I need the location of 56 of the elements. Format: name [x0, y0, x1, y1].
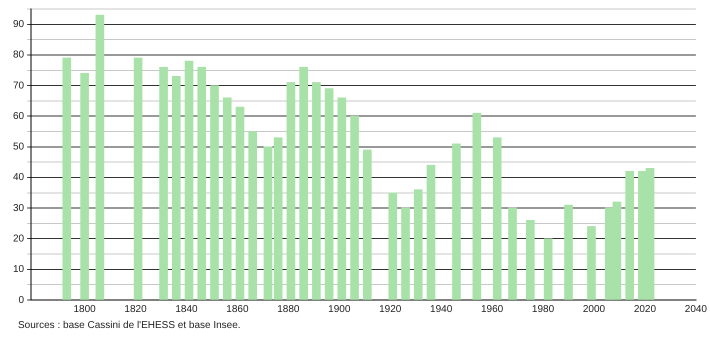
x-tick-label: 1960 — [480, 304, 504, 315]
x-tick-label: 1940 — [430, 304, 453, 315]
bar — [472, 112, 482, 300]
y-tick-label: 10 — [13, 264, 25, 276]
bar — [426, 164, 436, 300]
x-tick-label: 1860 — [226, 304, 249, 315]
bar — [564, 204, 573, 300]
x-tick-label: 2040 — [684, 304, 708, 315]
x-tick-label: 2000 — [582, 304, 606, 315]
bar — [210, 85, 219, 300]
x-tick-label: 2020 — [634, 304, 656, 315]
bar — [544, 238, 552, 300]
x-tick-label: 1980 — [532, 304, 555, 315]
bar — [388, 192, 398, 300]
y-tick-label: 50 — [13, 142, 25, 153]
bar — [338, 98, 346, 300]
bar — [401, 208, 410, 300]
bar — [248, 131, 258, 300]
bar — [492, 137, 502, 300]
bar — [324, 88, 334, 300]
bar — [362, 150, 372, 300]
y-tick-label: 30 — [13, 202, 25, 214]
y-tick-label: 60 — [13, 110, 25, 122]
bar — [159, 66, 168, 300]
bar — [508, 208, 517, 300]
x-tick-label: 1800 — [73, 304, 96, 315]
bar — [96, 14, 104, 300]
bar — [625, 171, 634, 300]
y-tick-label: 80 — [13, 50, 25, 61]
bar — [236, 106, 244, 300]
bar — [526, 220, 535, 300]
x-tick-label: 1920 — [379, 304, 402, 315]
bar — [350, 116, 359, 300]
y-tick-label: 70 — [13, 80, 25, 92]
y-tick-label: 40 — [13, 172, 25, 184]
bar — [80, 72, 89, 300]
bar — [312, 82, 321, 300]
bar — [172, 76, 181, 300]
y-tick-label: 0 — [18, 294, 25, 306]
x-tick-label: 1820 — [124, 304, 148, 315]
bar — [222, 98, 232, 300]
bar — [299, 66, 308, 300]
bar — [414, 189, 423, 300]
source-note: Sources : base Cassini de l'EHESS et base Insee. — [18, 320, 242, 331]
x-tick-label: 1900 — [328, 304, 351, 315]
bar — [62, 58, 72, 300]
bar — [184, 60, 194, 300]
y-tick-label: 20 — [13, 233, 25, 244]
bar — [197, 66, 206, 300]
x-tick-label: 1880 — [277, 304, 300, 315]
bar — [587, 226, 596, 300]
bar — [134, 58, 142, 300]
y-tick-label: 90 — [13, 19, 25, 30]
x-tick-label: 1840 — [175, 304, 198, 315]
bar — [286, 82, 296, 300]
bar — [452, 143, 461, 300]
